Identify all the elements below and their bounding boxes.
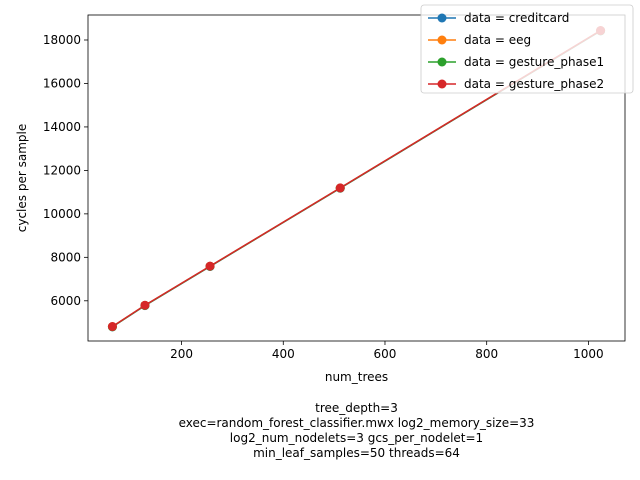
data-point bbox=[205, 261, 215, 271]
legend-label: data = gesture_phase1 bbox=[464, 55, 604, 69]
legend-label: data = eeg bbox=[464, 33, 531, 47]
y-tick-label: 16000 bbox=[43, 76, 81, 90]
plot-frame bbox=[87, 14, 626, 342]
x-tick-label: 800 bbox=[475, 347, 498, 361]
y-tick-label: 8000 bbox=[50, 250, 81, 264]
y-tick-label: 12000 bbox=[43, 163, 81, 177]
legend-item-1: data = eeg bbox=[428, 33, 531, 47]
footnote-line-2: exec=random_forest_classifier.mwx log2_m… bbox=[178, 416, 535, 430]
parameter-footnote: tree_depth=3 exec=random_forest_classifi… bbox=[88, 401, 625, 461]
x-tick-label: 600 bbox=[374, 347, 397, 361]
legend-box bbox=[420, 4, 634, 94]
legend-marker bbox=[437, 79, 447, 89]
legend-marker bbox=[437, 13, 447, 23]
x-tick-label: 200 bbox=[170, 347, 193, 361]
legend-marker bbox=[437, 35, 447, 45]
axes-group: 200 400 600 800 1000 6000 8000 10000 12000 14000 1… bbox=[43, 14, 626, 361]
legend: data = creditcard data = eeg data = gestur… bbox=[420, 4, 634, 94]
y-tick-label: 14000 bbox=[43, 120, 81, 134]
footnote-line-4: min_leaf_samples=50 threads=64 bbox=[253, 446, 460, 460]
y-tick-label: 6000 bbox=[50, 294, 81, 308]
x-tick-label: 400 bbox=[272, 347, 295, 361]
footnote-line-3: log2_num_nodelets=3 gcs_per_nodelet=1 bbox=[229, 431, 484, 445]
legend-item-0: data = creditcard bbox=[428, 11, 569, 25]
data-point bbox=[140, 300, 150, 310]
data-point bbox=[107, 322, 117, 332]
y-tick-label: 10000 bbox=[43, 207, 81, 221]
footnote-line-1: tree_depth=3 bbox=[315, 401, 398, 415]
legend-item-3: data = gesture_phase2 bbox=[428, 77, 604, 91]
y-axis-label: cycles per sample bbox=[15, 124, 29, 232]
x-axis-label: num_trees bbox=[325, 370, 388, 384]
x-tick-label: 1000 bbox=[573, 347, 604, 361]
legend-label: data = gesture_phase2 bbox=[464, 77, 604, 91]
legend-item-2: data = gesture_phase1 bbox=[428, 55, 604, 69]
legend-label: data = creditcard bbox=[464, 11, 569, 25]
data-point bbox=[335, 183, 345, 193]
legend-marker bbox=[437, 57, 447, 67]
y-tick-label: 18000 bbox=[43, 33, 81, 47]
